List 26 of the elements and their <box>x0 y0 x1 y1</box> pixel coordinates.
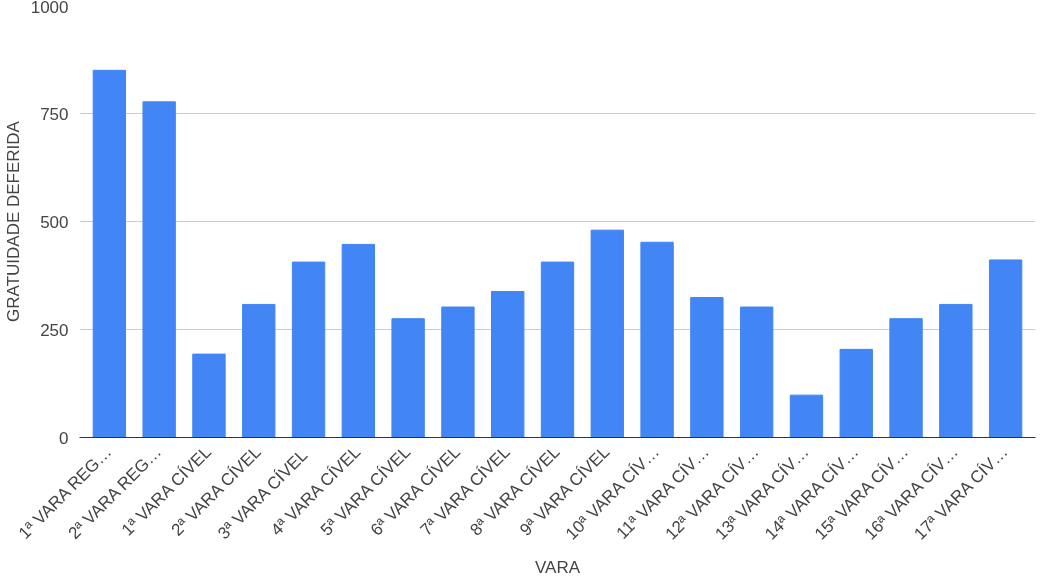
bar <box>441 306 475 438</box>
bar <box>242 303 276 438</box>
y-tick-label: 250 <box>40 320 69 340</box>
bar <box>341 243 376 438</box>
bar <box>739 306 774 438</box>
bar <box>640 241 674 438</box>
bar <box>939 303 973 438</box>
y-tick-label: 0 <box>59 428 69 448</box>
bar <box>988 259 1023 438</box>
bar <box>889 318 923 438</box>
y-tick-label: 1000 <box>30 0 69 17</box>
bar <box>142 101 176 438</box>
bar <box>491 290 525 438</box>
bar <box>192 353 226 438</box>
y-axis-title: GRATUIDADE DEFERIDA <box>3 120 23 322</box>
bar <box>540 261 575 438</box>
x-axis-title: VARA <box>534 558 581 578</box>
bar <box>391 318 425 438</box>
bar <box>92 69 127 438</box>
bar <box>690 297 724 438</box>
bar <box>839 348 873 438</box>
bar <box>590 229 624 438</box>
y-tick-label: 750 <box>40 104 69 124</box>
y-tick-label: 500 <box>40 212 69 232</box>
bar <box>291 261 326 438</box>
bar <box>789 394 824 438</box>
